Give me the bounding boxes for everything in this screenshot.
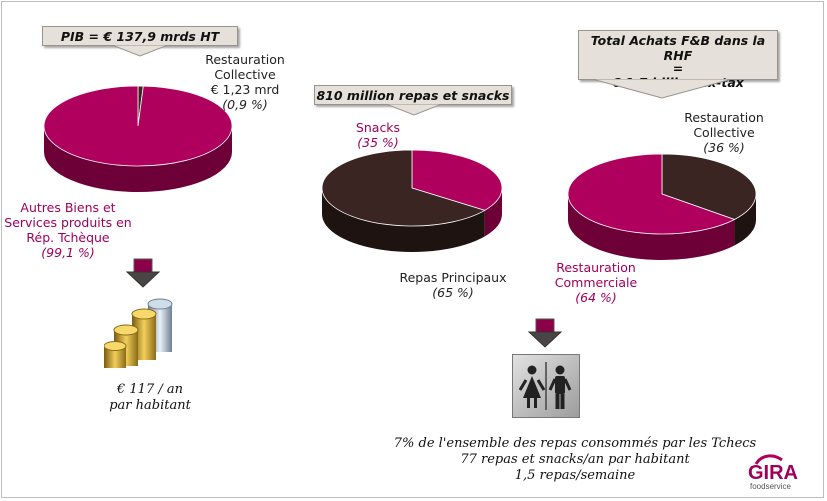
purchases-callout-line2: = — [672, 61, 684, 76]
pie-chart-gdp — [43, 85, 233, 192]
pie3-slice-side-0 — [734, 194, 756, 246]
pie3-label-commercial: Restauration Commerciale (64 %) — [544, 260, 648, 305]
pie1-label-collective-line2: Collective — [214, 67, 276, 82]
meals-callout-text: 810 million repas et snacks — [316, 88, 510, 103]
coins-icon — [104, 298, 173, 368]
pie3-label-collective-line1: Restauration — [684, 110, 764, 125]
meals-callout-pointer — [386, 104, 442, 116]
gira-logo-sub: foodservice — [750, 482, 791, 491]
pie1-slice-side-1 — [44, 126, 232, 192]
purchases-callout-pointer — [592, 79, 732, 99]
pie2-label-main-meals-pct: (65 %) — [432, 285, 474, 300]
pie1-label-collective-pct: (0,9 %) — [222, 97, 268, 112]
pie2-label-main-meals-line1: Repas Principaux — [399, 270, 507, 285]
pie3-label-commercial-line1: Restauration — [556, 260, 636, 275]
per-capita-line2: par habitant — [109, 398, 191, 413]
restroom-icon — [512, 354, 580, 418]
pie2-label-main-meals: Repas Principaux (65 %) — [390, 270, 516, 300]
pie1-slice-1 — [43, 85, 233, 167]
footer-line1: 7% de l'ensemble des repas consommés par… — [393, 436, 757, 451]
pie1-label-other: Autres Biens et Services produits en Rép… — [0, 200, 136, 260]
per-capita-line1: € 117 / an — [117, 382, 183, 397]
down-arrow-icon — [528, 318, 562, 348]
pie3-label-collective: Restauration Collective (36 %) — [672, 110, 776, 155]
pie2-slice-0 — [411, 149, 503, 211]
pie-chart-meals — [321, 149, 503, 252]
pie2-label-snacks: Snacks (35 %) — [346, 120, 410, 150]
pie2-label-snacks-pct: (35 %) — [357, 135, 399, 150]
footer-line3: 1,5 repas/semaine — [514, 468, 636, 483]
pie1-label-other-line3: Rép. Tchèque — [26, 230, 110, 245]
pie1-label-collective-line3: € 1,23 mrd — [210, 82, 280, 97]
pie3-slice-1 — [567, 153, 736, 235]
pie2-slice-1 — [321, 149, 486, 227]
gdp-callout-pointer — [112, 45, 168, 57]
pie3-slice-side-1 — [568, 194, 735, 260]
gdp-callout-text: PIB = € 137,9 mrds HT — [60, 29, 220, 44]
gira-logo-name: GIRA — [748, 462, 798, 484]
pie3-label-collective-line2: Collective — [693, 125, 755, 140]
purchases-callout: Total Achats F&B dans la RHF = € 1,7 bil… — [578, 30, 778, 90]
gdp-callout: PIB = € 137,9 mrds HT — [42, 26, 238, 46]
per-capita-text: € 117 / an par habitant — [80, 382, 220, 414]
pie3-slice-0 — [661, 153, 757, 220]
pie3-label-collective-pct: (36 %) — [703, 140, 745, 155]
pie1-label-collective-line1: Restauration — [205, 52, 285, 67]
gira-logo: GIRA foodservice — [746, 454, 812, 492]
gira-logo-swoosh — [754, 454, 783, 465]
pie1-label-collective: Restauration Collective € 1,23 mrd (0,9 … — [190, 52, 300, 112]
pie1-label-other-line2: Services produits en — [4, 215, 132, 230]
pie3-label-commercial-pct: (64 %) — [575, 290, 617, 305]
meals-callout: 810 million repas et snacks — [314, 85, 512, 105]
footer-stats: 7% de l'ensemble des repas consommés par… — [380, 436, 770, 484]
pie2-label-snacks-line1: Snacks — [355, 120, 401, 135]
pie1-label-other-pct: (99,1 %) — [41, 245, 95, 260]
down-arrow-icon — [126, 258, 160, 288]
pie1-label-other-line1: Autres Biens et — [20, 200, 116, 215]
footer-line2: 77 repas et snacks/an par habitant — [460, 452, 690, 467]
pie-chart-purchases — [567, 153, 757, 260]
purchases-callout-line1: Total Achats F&B dans la RHF — [590, 33, 766, 63]
pie3-label-commercial-line2: Commerciale — [554, 275, 638, 290]
pie2-slice-side-1 — [322, 188, 485, 252]
